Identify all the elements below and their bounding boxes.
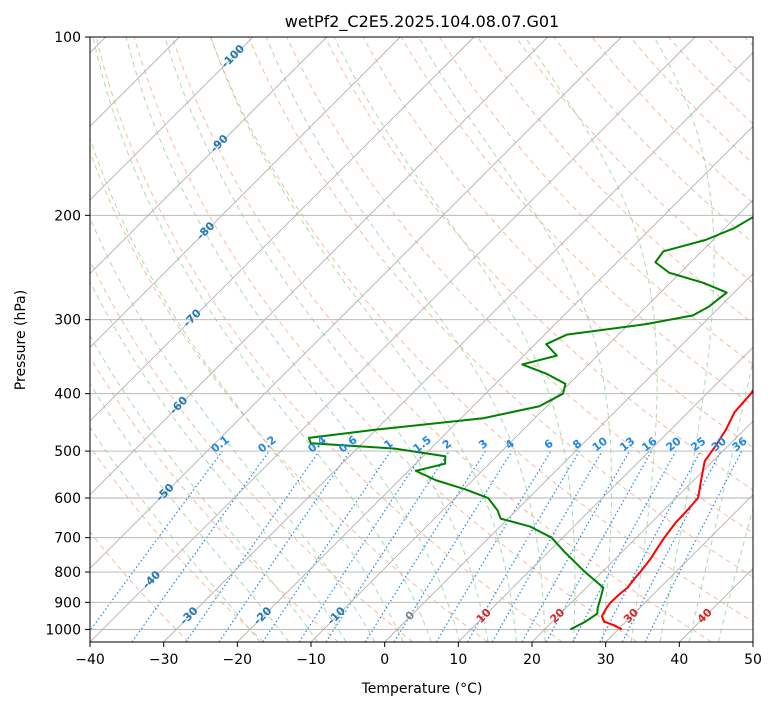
dry-adiabat-line	[248, 37, 753, 578]
y-tick-label: 800	[54, 565, 81, 581]
mixing-ratio-line	[393, 450, 513, 642]
moist-adiabat-line	[90, 426, 261, 642]
moist-adiabat-line	[333, 37, 576, 642]
moist-adiabat-line	[653, 37, 715, 642]
x-tick-label: −40	[75, 652, 105, 668]
isotherm-line	[90, 37, 696, 642]
dry-adiabat-line	[400, 37, 753, 407]
y-tick-label: 700	[54, 531, 81, 547]
dry-adiabat-line	[324, 37, 753, 491]
mixing-ratio-line	[90, 450, 223, 632]
x-tick-label: −20	[223, 652, 253, 668]
chart-title: wetPf2_C2E5.2025.104.08.07.G01	[285, 12, 559, 32]
isotherm-line	[237, 125, 753, 642]
dry-adiabat-line	[90, 531, 190, 642]
dry-adiabat-line	[439, 37, 753, 365]
background-lines	[90, 37, 753, 642]
moist-adiabat-line	[90, 334, 319, 642]
x-tick-label: −30	[149, 652, 179, 668]
isotherm-line	[163, 52, 753, 642]
y-tick-label: 500	[54, 444, 81, 460]
isotherm-line	[90, 37, 327, 275]
moist-adiabat-line	[92, 37, 432, 642]
moist-adiabat-line	[418, 37, 613, 642]
y-tick-label: 600	[54, 491, 81, 507]
isotherm-line	[90, 37, 548, 496]
moist-adiabat-line	[90, 216, 376, 642]
mixing-ratio-line	[364, 450, 486, 642]
dry-adiabat-line	[90, 356, 339, 642]
mixing-ratio-line	[491, 450, 603, 642]
moist-adiabat-line	[210, 37, 517, 642]
dry-adiabat-line	[95, 37, 563, 642]
x-tick-label: 40	[670, 652, 688, 668]
isotherm-line	[531, 420, 753, 642]
dry-adiabat-line	[210, 37, 753, 623]
y-axis-label: Pressure (hPa)	[13, 290, 29, 390]
x-axis-label: Temperature (°C)	[361, 681, 483, 697]
temperature-profile-line	[600, 388, 753, 631]
dry-adiabat-line	[286, 37, 753, 534]
y-tick-label: 100	[54, 30, 81, 46]
sounding-series	[307, 215, 753, 631]
plot-frame	[89, 36, 754, 643]
isotherm-line	[90, 37, 622, 569]
isotherm-line	[384, 273, 753, 642]
isotherm-line	[90, 37, 401, 348]
dewpoint-profile-line	[307, 215, 753, 631]
moist-adiabat-line	[164, 37, 489, 642]
y-tick-label: 300	[54, 313, 81, 329]
moist-adiabat-line	[265, 37, 546, 642]
mixing-ratio-line	[325, 450, 450, 642]
moist-adiabat-line	[524, 37, 658, 642]
y-tick-label: 400	[54, 387, 81, 403]
isotherm-line	[310, 199, 753, 642]
x-tick-label: 30	[597, 652, 615, 668]
x-tick-label: 0	[380, 652, 389, 668]
x-tick-label: 50	[744, 652, 762, 668]
dry-adiabat-line	[90, 259, 414, 642]
y-tick-label: 900	[54, 595, 81, 611]
moist-adiabat-line	[90, 136, 404, 642]
mixing-ratio-line	[131, 450, 270, 642]
y-tick-label: 1000	[45, 622, 81, 638]
mixing-ratio-line	[435, 450, 552, 642]
moist-adiabat-line	[125, 37, 461, 642]
isotherm-line	[90, 37, 254, 201]
dry-adiabat-line	[133, 37, 638, 642]
mixing-ratio-line	[572, 450, 677, 642]
x-tick-label: 10	[449, 652, 467, 668]
mixing-ratio-line	[521, 450, 631, 642]
mixing-ratio-line	[218, 450, 351, 642]
x-tick-label: −10	[296, 652, 326, 668]
moist-adiabat-line	[90, 382, 290, 642]
x-tick-label: 20	[523, 652, 541, 668]
mixing-ratio-line	[466, 450, 580, 642]
isotherm-line	[458, 346, 753, 642]
y-tick-label: 200	[54, 208, 81, 224]
isotherm-line	[90, 37, 475, 422]
isotherm-line	[605, 494, 753, 642]
mixing-ratio-line	[185, 450, 320, 642]
